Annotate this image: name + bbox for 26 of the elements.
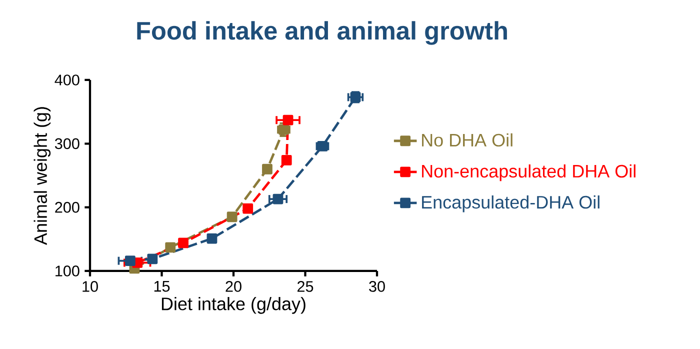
y-tick-label: 200 — [55, 202, 80, 213]
y-tick-label: 100 — [56, 266, 80, 276]
x-tick-label: 30 — [369, 281, 385, 292]
x-tick-label: 15 — [154, 281, 170, 292]
point — [147, 254, 158, 264]
x-tick-label: 20 — [226, 281, 242, 292]
y-tick-label: 300 — [54, 138, 80, 150]
legend-label: No DHA Oil — [422, 133, 512, 147]
point — [262, 164, 272, 174]
point — [165, 242, 176, 253]
legend-label: Encapsulated-DHA Oil — [422, 195, 600, 212]
point — [281, 155, 292, 166]
x-tick-label: 10 — [82, 281, 98, 292]
x-tick-label: 25 — [298, 281, 314, 292]
point — [206, 233, 218, 244]
x-axis-title: Diet intake (g/day) — [162, 297, 306, 314]
point — [226, 212, 238, 222]
point — [124, 256, 136, 266]
point — [178, 238, 188, 248]
legend-label: Non-encapsulated DHA Oil — [422, 164, 636, 182]
point — [282, 114, 294, 126]
y-axis-title: Animal weight (g) — [34, 107, 51, 245]
chart-title: Food intake and animal growth — [137, 21, 507, 45]
point — [272, 194, 284, 204]
y-tick-label: 400 — [54, 74, 80, 86]
point — [242, 203, 254, 214]
